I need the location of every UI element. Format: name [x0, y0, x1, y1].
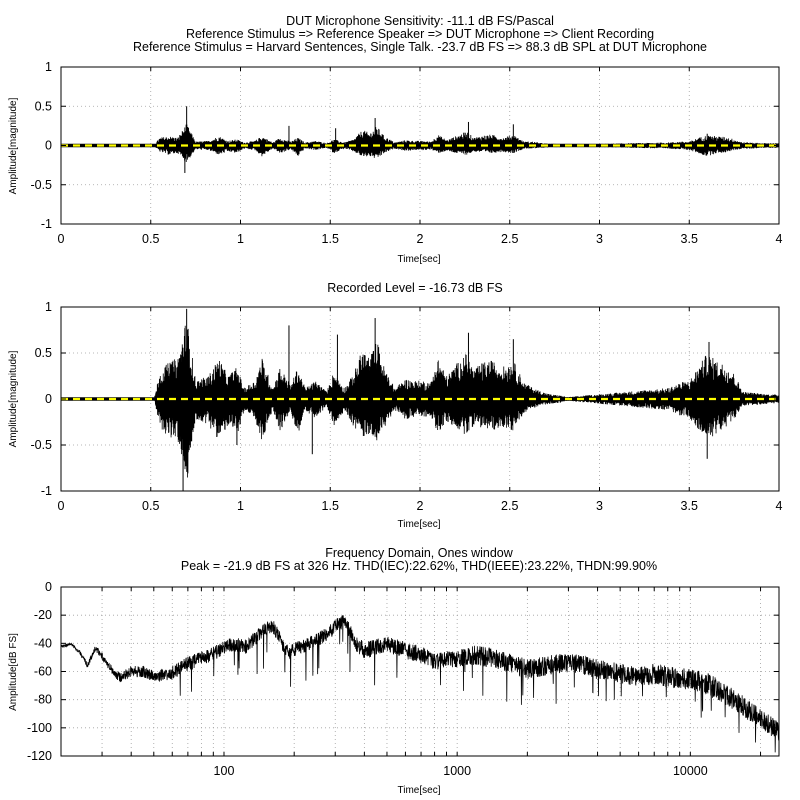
x-axis-label: Time[sec] [398, 519, 441, 530]
y-tick-label: 1 [45, 60, 52, 74]
waveform-line [61, 124, 779, 163]
x-tick-label: 0 [58, 499, 65, 513]
y-tick-label: 1 [45, 300, 52, 314]
axis-ticks: 0 0.5 1 1.5 2 2.5 3 3.5 4 -1 -0.5 0 0.5 1 [30, 60, 782, 246]
y-tick-label: -1 [41, 484, 52, 498]
y-tick-label: -100 [27, 721, 52, 735]
frequency-domain-panel: Frequency Domain, Ones window Peak = -21… [8, 546, 780, 796]
x-tick-label: 1 [237, 499, 244, 513]
y-tick-label: -1 [41, 217, 52, 231]
x-tick-label: 10000 [673, 764, 708, 778]
y-tick-label: -0.5 [30, 178, 52, 192]
x-axis-label: Time[sec] [398, 785, 441, 796]
x-tick-label: 1 [237, 232, 244, 246]
y-axis-label: Amplitude[dB FS] [8, 633, 19, 711]
y-tick-label: -0.5 [30, 438, 52, 452]
x-tick-label: 1.5 [322, 499, 339, 513]
y-tick-label: -60 [34, 665, 52, 679]
x-tick-label: 2 [417, 232, 424, 246]
y-tick-label: 0.5 [35, 99, 52, 113]
x-tick-label: 4 [776, 232, 783, 246]
y-axis-label: Amplitude[magnitude] [8, 97, 19, 194]
x-tick-label: 2.5 [501, 499, 518, 513]
x-tick-label: 1.5 [322, 232, 339, 246]
y-tick-label: -20 [34, 608, 52, 622]
x-tick-label: 2.5 [501, 232, 518, 246]
chart-title-line: DUT Microphone Sensitivity: -11.1 dB FS/… [286, 14, 554, 28]
spectrum-series [61, 615, 779, 753]
y-axis-label: Amplitude[magnitude] [8, 350, 19, 447]
chart-title-line: Frequency Domain, Ones window [325, 546, 514, 560]
spectrum-line [61, 615, 779, 753]
x-tick-label: 1000 [443, 764, 471, 778]
waveform-line [61, 325, 779, 478]
x-tick-label: 4 [776, 499, 783, 513]
x-tick-label: 3.5 [681, 232, 698, 246]
chart-title-line: Peak = -21.9 dB FS at 326 Hz. THD(IEC):2… [181, 559, 657, 573]
x-tick-label: 3 [596, 499, 603, 513]
y-tick-label: -120 [27, 749, 52, 763]
chart-title-line: Reference Stimulus = Harvard Sentences, … [133, 40, 707, 54]
y-tick-label: 0 [45, 139, 52, 153]
x-tick-label: 3 [596, 232, 603, 246]
y-tick-label: 0 [45, 392, 52, 406]
x-axis-label: Time[sec] [398, 254, 441, 265]
axis-ticks: 0 0.5 1 1.5 2 2.5 3 3.5 4 -1 -0.5 0 0.5 1 [30, 300, 782, 513]
time-domain-reference-panel: DUT Microphone Sensitivity: -11.1 dB FS/… [8, 14, 783, 265]
x-tick-label: 100 [214, 764, 235, 778]
y-tick-label: 0.5 [35, 346, 52, 360]
axis-ticks: 100 1000 10000 -120 -100 -80 -60 -40 -20 0 [27, 580, 779, 778]
x-tick-label: 3.5 [681, 499, 698, 513]
y-tick-label: -80 [34, 693, 52, 707]
x-tick-label: 2 [417, 499, 424, 513]
x-tick-label: 0.5 [142, 499, 159, 513]
x-tick-label: 0 [58, 232, 65, 246]
chart-title-line: Recorded Level = -16.73 dB FS [327, 281, 502, 295]
y-tick-label: 0 [45, 580, 52, 594]
x-tick-label: 0.5 [142, 232, 159, 246]
chart-title-line: Reference Stimulus => Reference Speaker … [186, 27, 654, 41]
y-tick-label: -40 [34, 636, 52, 650]
time-domain-recorded-panel: Recorded Level = -16.73 dB FS 0 0.5 1 1.5 2 2… [8, 281, 783, 530]
